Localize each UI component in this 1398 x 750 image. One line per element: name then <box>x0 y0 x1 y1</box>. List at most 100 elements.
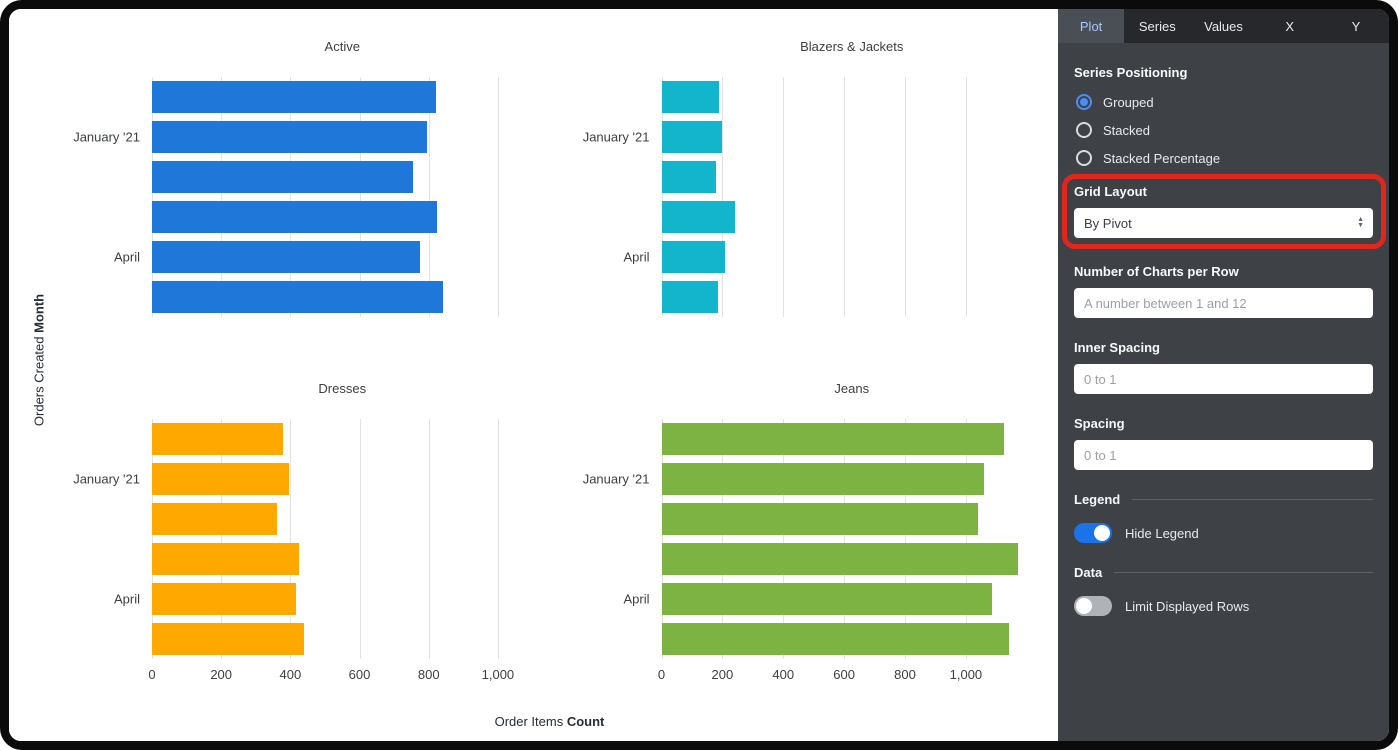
bar[interactable] <box>661 463 985 495</box>
charts-per-row-input[interactable] <box>1074 288 1373 318</box>
charts-per-row-field: Number of Charts per Row <box>1074 264 1373 318</box>
y-axis-tick-label: January '21 <box>73 129 140 145</box>
gridline <box>221 77 223 317</box>
bar-row <box>661 459 1043 499</box>
bar[interactable] <box>152 281 443 313</box>
bar[interactable] <box>661 583 992 615</box>
bar[interactable] <box>152 423 284 455</box>
bar[interactable] <box>152 583 296 615</box>
tab-x[interactable]: X <box>1285 18 1295 34</box>
y-axis-labels: January '21 April <box>567 419 662 659</box>
app-window: Orders Created Month Active January '21 A… <box>9 9 1389 741</box>
spacing-input[interactable] <box>1074 440 1373 470</box>
y-axis-tick-label: January '21 <box>582 471 650 487</box>
chart-title: Active <box>324 39 360 54</box>
y-axis-labels: January '21 April <box>57 419 152 659</box>
radio-stacked-percentage[interactable]: Stacked Percentage <box>1076 150 1373 166</box>
x-axis-tick-label: 400 <box>772 667 795 682</box>
bar[interactable] <box>152 81 436 113</box>
bar-row <box>152 277 533 317</box>
gridline <box>661 77 663 317</box>
bar[interactable] <box>661 161 717 193</box>
bar-row <box>152 237 533 277</box>
bar[interactable] <box>661 281 718 313</box>
gridline <box>905 77 907 317</box>
chart-active: Active January '21 April <box>57 39 533 317</box>
gridline <box>905 419 907 659</box>
bar[interactable] <box>152 201 438 233</box>
x-axis-tick-label: 200 <box>210 667 233 682</box>
plot-area <box>152 419 533 659</box>
bar[interactable] <box>152 121 427 153</box>
toggle-knob <box>1094 525 1110 541</box>
grid-layout-label: Grid Layout <box>1074 184 1147 199</box>
bar[interactable] <box>152 241 421 273</box>
bar[interactable] <box>661 121 723 153</box>
bar[interactable] <box>152 161 414 193</box>
bar[interactable] <box>661 423 1004 455</box>
inner-spacing-input[interactable] <box>1074 364 1373 394</box>
bar-row <box>661 157 1043 197</box>
gridline <box>359 419 361 659</box>
bar-row <box>152 579 533 619</box>
bar[interactable] <box>661 81 720 113</box>
y-axis-tick-label: January '21 <box>582 129 650 145</box>
chart-body: January '21 April <box>57 419 533 659</box>
bar[interactable] <box>661 503 979 535</box>
bar-row <box>152 619 533 659</box>
tab-plot[interactable]: Plot <box>1058 9 1125 43</box>
y-axis-title: Orders Created Month <box>32 294 47 426</box>
chart-jeans: Jeans January '21 April 0 200 400 600 800 1,00… <box>567 381 1043 685</box>
bar[interactable] <box>661 201 735 233</box>
bar[interactable] <box>152 543 299 575</box>
toggle-knob <box>1076 598 1092 614</box>
gridline <box>844 77 846 317</box>
y-axis-title-view: Orders Created <box>31 333 47 427</box>
bar-row <box>661 579 1043 619</box>
gridline <box>844 419 846 659</box>
x-axis-tick-label: 0 <box>657 667 666 682</box>
radio-stacked[interactable]: Stacked <box>1076 122 1373 138</box>
bar[interactable] <box>152 623 305 655</box>
gridline <box>497 419 499 659</box>
y-axis-labels: January '21 April <box>57 77 152 317</box>
gridline <box>965 419 967 659</box>
bar[interactable] <box>661 543 1018 575</box>
hide-legend-row: Hide Legend <box>1074 523 1373 543</box>
tab-values[interactable]: Values <box>1204 18 1243 34</box>
tab-series[interactable]: Series <box>1138 18 1176 34</box>
y-axis-tick-label: April <box>623 249 650 265</box>
bar-row <box>152 157 533 197</box>
bar-row <box>152 459 533 499</box>
chart-dresses: Dresses January '21 April 0 200 400 600 800 1,… <box>57 381 533 685</box>
radio-label: Grouped <box>1103 94 1154 110</box>
axis-gutter <box>567 659 662 685</box>
limit-displayed-rows-toggle[interactable] <box>1074 596 1112 616</box>
bar-row <box>152 197 533 237</box>
grid-layout-select[interactable]: By Pivot ▲ ▼ <box>1074 208 1373 238</box>
gridline <box>965 77 967 317</box>
bar-row <box>152 419 533 459</box>
axis-gutter <box>57 659 152 685</box>
inner-spacing-field: Inner Spacing <box>1074 340 1373 394</box>
bar[interactable] <box>152 463 289 495</box>
radio-label: Stacked <box>1103 122 1150 138</box>
charts-per-row-label: Number of Charts per Row <box>1074 264 1239 279</box>
x-axis: 0 200 400 600 800 1,000 <box>57 659 533 685</box>
tab-y[interactable]: Y <box>1351 18 1361 34</box>
bar-row <box>152 77 533 117</box>
plot-area <box>661 77 1043 317</box>
spacing-label: Spacing <box>1074 416 1125 431</box>
gridline <box>783 419 785 659</box>
bar[interactable] <box>661 623 1009 655</box>
hide-legend-toggle[interactable] <box>1074 523 1112 543</box>
bar-row <box>661 419 1043 459</box>
x-axis-tick-label: 600 <box>348 667 371 682</box>
x-axis-tick-label: 600 <box>833 667 855 682</box>
chart-body: January '21 April <box>567 77 1043 317</box>
bar[interactable] <box>152 503 277 535</box>
radio-grouped[interactable]: Grouped <box>1076 94 1373 110</box>
chart-blazers-jackets: Blazers & Jackets January '21 April <box>567 39 1043 317</box>
bar[interactable] <box>661 241 726 273</box>
